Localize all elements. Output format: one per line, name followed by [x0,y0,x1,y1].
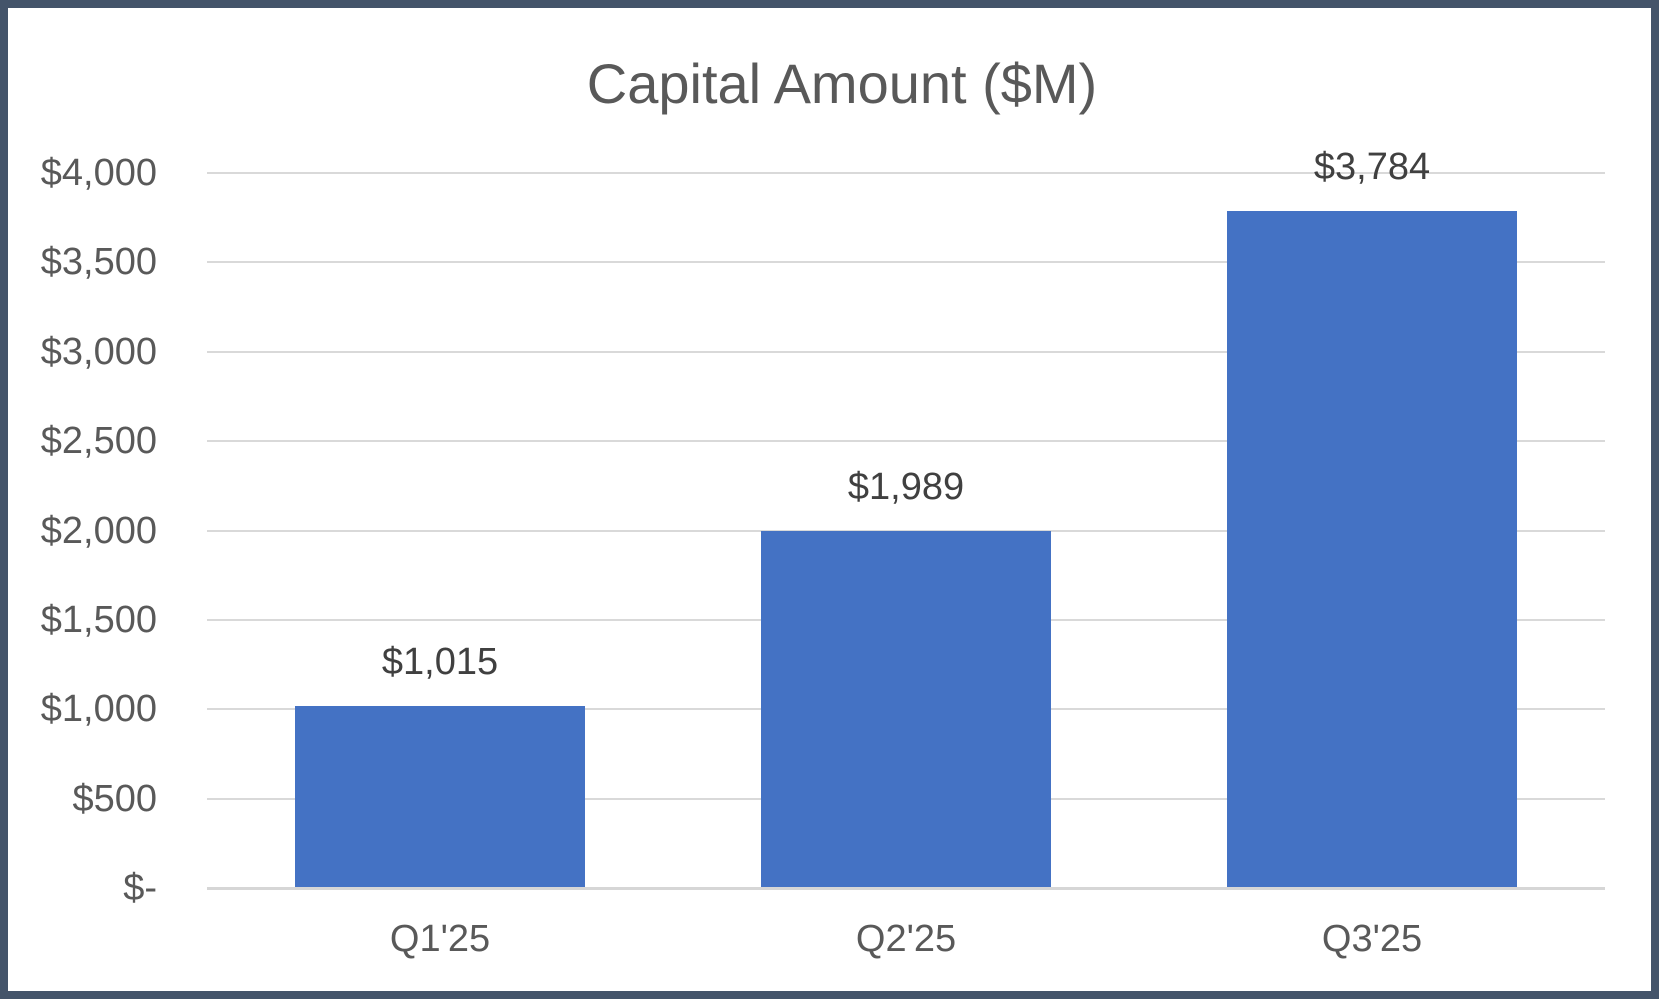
x-tick-label: Q1'25 [389,918,491,960]
bar-q3-25 [1227,211,1517,887]
y-tick-label: $2,500 [40,420,157,462]
y-tick-label: $1,000 [40,688,157,730]
plot-area: $1,015 $1,989 $3,784 [207,148,1605,890]
y-tick-label: $4,000 [40,152,157,194]
chart-title: Capital Amount ($M) [586,52,1098,115]
data-label: $1,015 [381,641,499,683]
data-label: $1,989 [847,466,965,508]
y-tick-label: $500 [72,778,157,820]
data-label: $3,784 [1313,146,1431,188]
y-tick-label: $2,000 [40,510,157,552]
x-tick-label: Q2'25 [855,918,957,960]
x-tick-label: Q3'25 [1321,918,1423,960]
bar-q2-25 [761,531,1051,887]
bar-q1-25 [295,706,585,887]
y-tick-label: $3,500 [40,241,157,283]
y-tick-label: $1,500 [40,599,157,641]
gridline [207,172,1605,174]
gridline [207,261,1605,263]
y-tick-label: $- [123,867,157,909]
gridline [207,351,1605,353]
x-axis-line [207,887,1605,890]
gridline [207,440,1605,442]
y-tick-label: $3,000 [40,331,157,373]
